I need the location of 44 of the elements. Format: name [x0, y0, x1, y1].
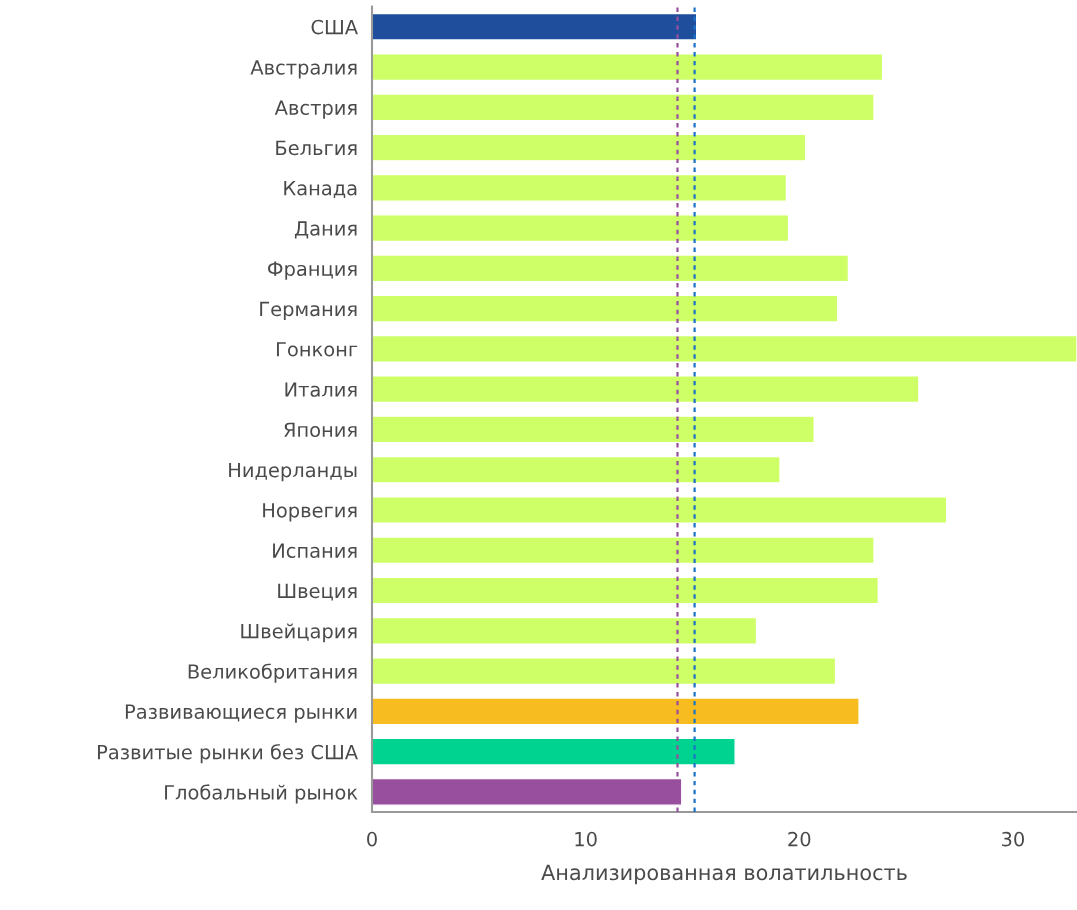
- bar: [372, 737, 736, 766]
- x-tick-label: 20: [788, 831, 811, 847]
- bar: [372, 375, 920, 404]
- y-tick-label: Нидерланды: [229, 462, 357, 482]
- y-tick-label: Германия: [260, 301, 357, 321]
- y-tick-label: Глобальный рынок: [165, 784, 358, 804]
- y-tick-label: Швеция: [278, 583, 357, 601]
- y-tick-label: Австрия: [274, 100, 357, 119]
- y-tick-label: Великобритания: [188, 663, 357, 683]
- bar: [372, 657, 837, 686]
- bar: [372, 616, 758, 645]
- bar: [372, 254, 850, 283]
- bar: [372, 93, 875, 122]
- bar: [372, 415, 815, 444]
- x-tick-label: 10: [575, 831, 597, 847]
- bar: [372, 294, 839, 323]
- y-tick-label: Япония: [284, 422, 357, 438]
- y-tick-label: Испания: [273, 543, 357, 558]
- y-tick-label: Норвегия: [263, 503, 357, 522]
- bar: [372, 697, 860, 726]
- y-tick-label: Бельгия: [276, 140, 357, 156]
- bar: [372, 53, 884, 82]
- bar: [372, 536, 875, 565]
- y-tick-label: Австралия: [250, 60, 357, 79]
- y-tick-label: Дания: [294, 221, 357, 239]
- y-tick-label: Франция: [267, 261, 357, 280]
- bar: [372, 576, 880, 605]
- bar: [372, 214, 790, 243]
- bar: [372, 334, 1077, 363]
- y-tick-label: Гонконг: [276, 342, 358, 357]
- y-tick-label: Развитые рынки без США: [98, 744, 358, 764]
- bar: [372, 12, 698, 41]
- x-axis-title: Анализированная волатильность: [541, 864, 907, 885]
- bar: [372, 133, 807, 162]
- y-tick-label: Развивающиеся рынки: [125, 704, 357, 723]
- x-tick-label: 0: [367, 831, 377, 847]
- y-tick-label: Канада: [284, 181, 357, 198]
- bar: [372, 496, 948, 524]
- y-tick-label: Италия: [285, 382, 357, 397]
- y-tick-label: США: [311, 19, 358, 35]
- bar: [372, 173, 788, 202]
- x-tick-label: 30: [1002, 831, 1024, 847]
- y-tick-label: Швейцария: [241, 623, 357, 643]
- bar: [372, 455, 781, 484]
